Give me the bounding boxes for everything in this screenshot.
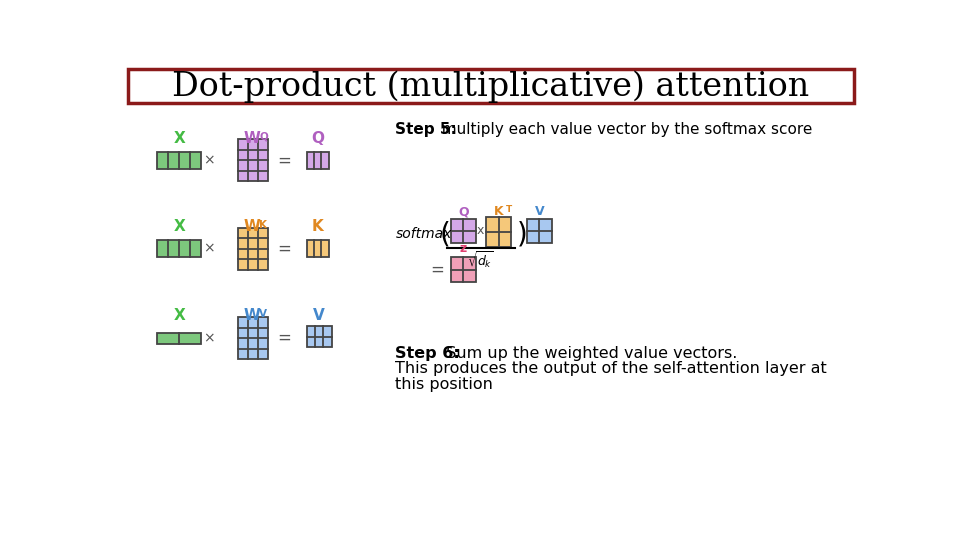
Bar xyxy=(157,333,201,343)
Bar xyxy=(307,152,329,168)
Text: Q: Q xyxy=(311,131,324,146)
Text: V: V xyxy=(260,309,267,319)
Bar xyxy=(157,240,201,257)
Text: Q: Q xyxy=(260,132,268,142)
Text: Step 5:: Step 5: xyxy=(396,122,457,137)
Text: ×: × xyxy=(203,242,215,256)
Text: (: ( xyxy=(440,220,450,248)
Text: W: W xyxy=(243,308,260,323)
Text: W: W xyxy=(243,131,260,146)
Text: X: X xyxy=(173,219,185,234)
Bar xyxy=(238,139,268,181)
Text: K: K xyxy=(312,219,324,234)
Text: V: V xyxy=(313,308,325,323)
Bar xyxy=(487,217,511,247)
Bar xyxy=(451,257,475,282)
Text: x: x xyxy=(476,224,484,237)
Text: multiply each value vector by the softmax score: multiply each value vector by the softma… xyxy=(432,122,812,137)
Text: This produces the output of the self-attention layer at: This produces the output of the self-att… xyxy=(396,361,828,376)
Bar xyxy=(238,228,268,270)
Text: K: K xyxy=(260,220,267,231)
Text: Step 6:: Step 6: xyxy=(396,346,460,361)
Bar xyxy=(307,240,329,257)
Text: =: = xyxy=(277,151,291,169)
Text: Sum up the weighted value vectors.: Sum up the weighted value vectors. xyxy=(436,346,737,361)
Text: Q: Q xyxy=(458,205,468,218)
Text: X: X xyxy=(173,131,185,146)
Text: ): ) xyxy=(516,220,527,248)
Bar xyxy=(128,70,854,103)
Bar xyxy=(451,219,475,244)
Text: =: = xyxy=(430,261,444,279)
Text: this position: this position xyxy=(396,377,493,392)
Bar xyxy=(307,326,331,347)
Text: softmax: softmax xyxy=(396,227,452,241)
Text: =: = xyxy=(277,240,291,258)
Text: z: z xyxy=(460,242,467,255)
Text: K: K xyxy=(494,205,504,218)
Text: X: X xyxy=(173,308,185,323)
Text: ×: × xyxy=(203,331,215,345)
Text: V: V xyxy=(535,205,544,218)
Bar xyxy=(238,317,268,359)
Bar xyxy=(157,152,201,168)
Text: ×: × xyxy=(203,153,215,167)
Text: $\sqrt{d_k}$: $\sqrt{d_k}$ xyxy=(468,249,494,271)
Text: Dot-product (multiplicative) attention: Dot-product (multiplicative) attention xyxy=(172,70,810,103)
Text: T: T xyxy=(506,205,512,214)
Text: =: = xyxy=(277,329,291,347)
Bar xyxy=(527,219,552,244)
Text: W: W xyxy=(243,219,260,234)
